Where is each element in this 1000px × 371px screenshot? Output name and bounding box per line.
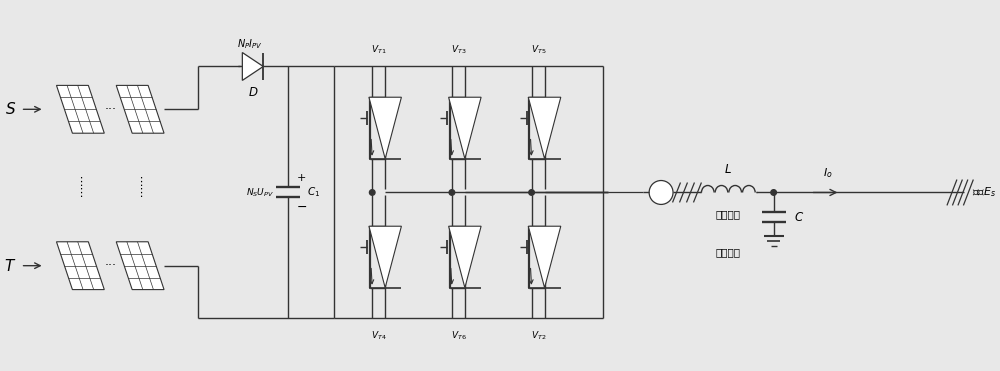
Text: $S$: $S$ (5, 101, 16, 117)
Polygon shape (369, 97, 401, 159)
Text: ⋮
⋮: ⋮ ⋮ (135, 177, 146, 198)
Text: 电网$E_s$: 电网$E_s$ (972, 186, 996, 199)
Circle shape (529, 190, 534, 195)
Text: $D$: $D$ (248, 86, 259, 99)
Polygon shape (56, 85, 104, 133)
Text: $V_{T4}$: $V_{T4}$ (371, 329, 387, 342)
Text: ⋮
⋮: ⋮ ⋮ (75, 177, 86, 198)
Text: −: − (296, 201, 307, 214)
Polygon shape (449, 97, 481, 159)
Text: $V_{T6}$: $V_{T6}$ (451, 329, 467, 342)
Text: $V_{T3}$: $V_{T3}$ (451, 43, 467, 56)
Text: $C_1$: $C_1$ (307, 186, 321, 199)
Text: $N_SU_{PV}$: $N_SU_{PV}$ (246, 186, 274, 199)
Circle shape (649, 181, 673, 204)
Text: $V_{T5}$: $V_{T5}$ (531, 43, 546, 56)
Text: $L$: $L$ (724, 163, 732, 176)
Polygon shape (528, 226, 561, 288)
Text: $V_{T2}$: $V_{T2}$ (531, 329, 546, 342)
Circle shape (771, 190, 776, 195)
Text: $T$: $T$ (4, 258, 17, 274)
Polygon shape (56, 242, 104, 290)
Text: 滤波电容: 滤波电容 (716, 247, 741, 257)
Polygon shape (116, 85, 164, 133)
Text: $N_PI_{PV}$: $N_PI_{PV}$ (237, 38, 263, 52)
Circle shape (369, 190, 375, 195)
Polygon shape (528, 97, 561, 159)
Polygon shape (369, 226, 401, 288)
Text: 滤波电感: 滤波电感 (716, 209, 741, 219)
Text: $V_{T1}$: $V_{T1}$ (371, 43, 387, 56)
Text: $C$: $C$ (794, 211, 804, 224)
Text: ···: ··· (104, 259, 116, 272)
Polygon shape (449, 226, 481, 288)
Text: +: + (297, 173, 306, 183)
Circle shape (449, 190, 455, 195)
Polygon shape (116, 242, 164, 290)
Polygon shape (242, 53, 263, 81)
Text: $I_o$: $I_o$ (823, 167, 832, 180)
Text: ···: ··· (104, 103, 116, 116)
